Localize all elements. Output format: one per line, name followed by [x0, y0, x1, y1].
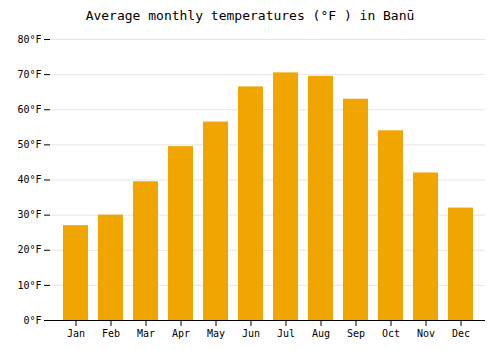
- html-text:Average monthly temperatures (: Average monthly temperatures (°F ) in Ba…: [85, 8, 415, 23]
- svg-text:60°F: 60°F: [17, 104, 41, 115]
- svg-text:Sep: Sep: [347, 328, 365, 339]
- svg-text:Dec: Dec: [452, 328, 470, 339]
- svg-text:May: May: [207, 328, 225, 339]
- svg-text:Feb: Feb: [102, 328, 120, 339]
- svg-text:70°F: 70°F: [17, 69, 41, 80]
- svg-text:Oct: Oct: [382, 328, 400, 339]
- svg-text:Aug: Aug: [312, 328, 330, 339]
- svg-text:Nov: Nov: [417, 328, 435, 339]
- svg-text:0°F: 0°F: [23, 315, 41, 326]
- svg-text:10°F: 10°F: [17, 280, 41, 291]
- svg-text:Jul: Jul: [277, 328, 295, 339]
- svg-text:Mar: Mar: [137, 328, 155, 339]
- svg-text:Jan: Jan: [67, 328, 85, 339]
- svg-text:80°F: 80°F: [17, 34, 41, 45]
- svg-text:20°F: 20°F: [17, 244, 41, 255]
- svg-text:Jun: Jun: [242, 328, 260, 339]
- svg-text:30°F: 30°F: [17, 209, 41, 220]
- svg-text:Apr: Apr: [172, 328, 190, 339]
- svg-text:50°F: 50°F: [17, 139, 41, 150]
- svg-text:40°F: 40°F: [17, 174, 41, 185]
